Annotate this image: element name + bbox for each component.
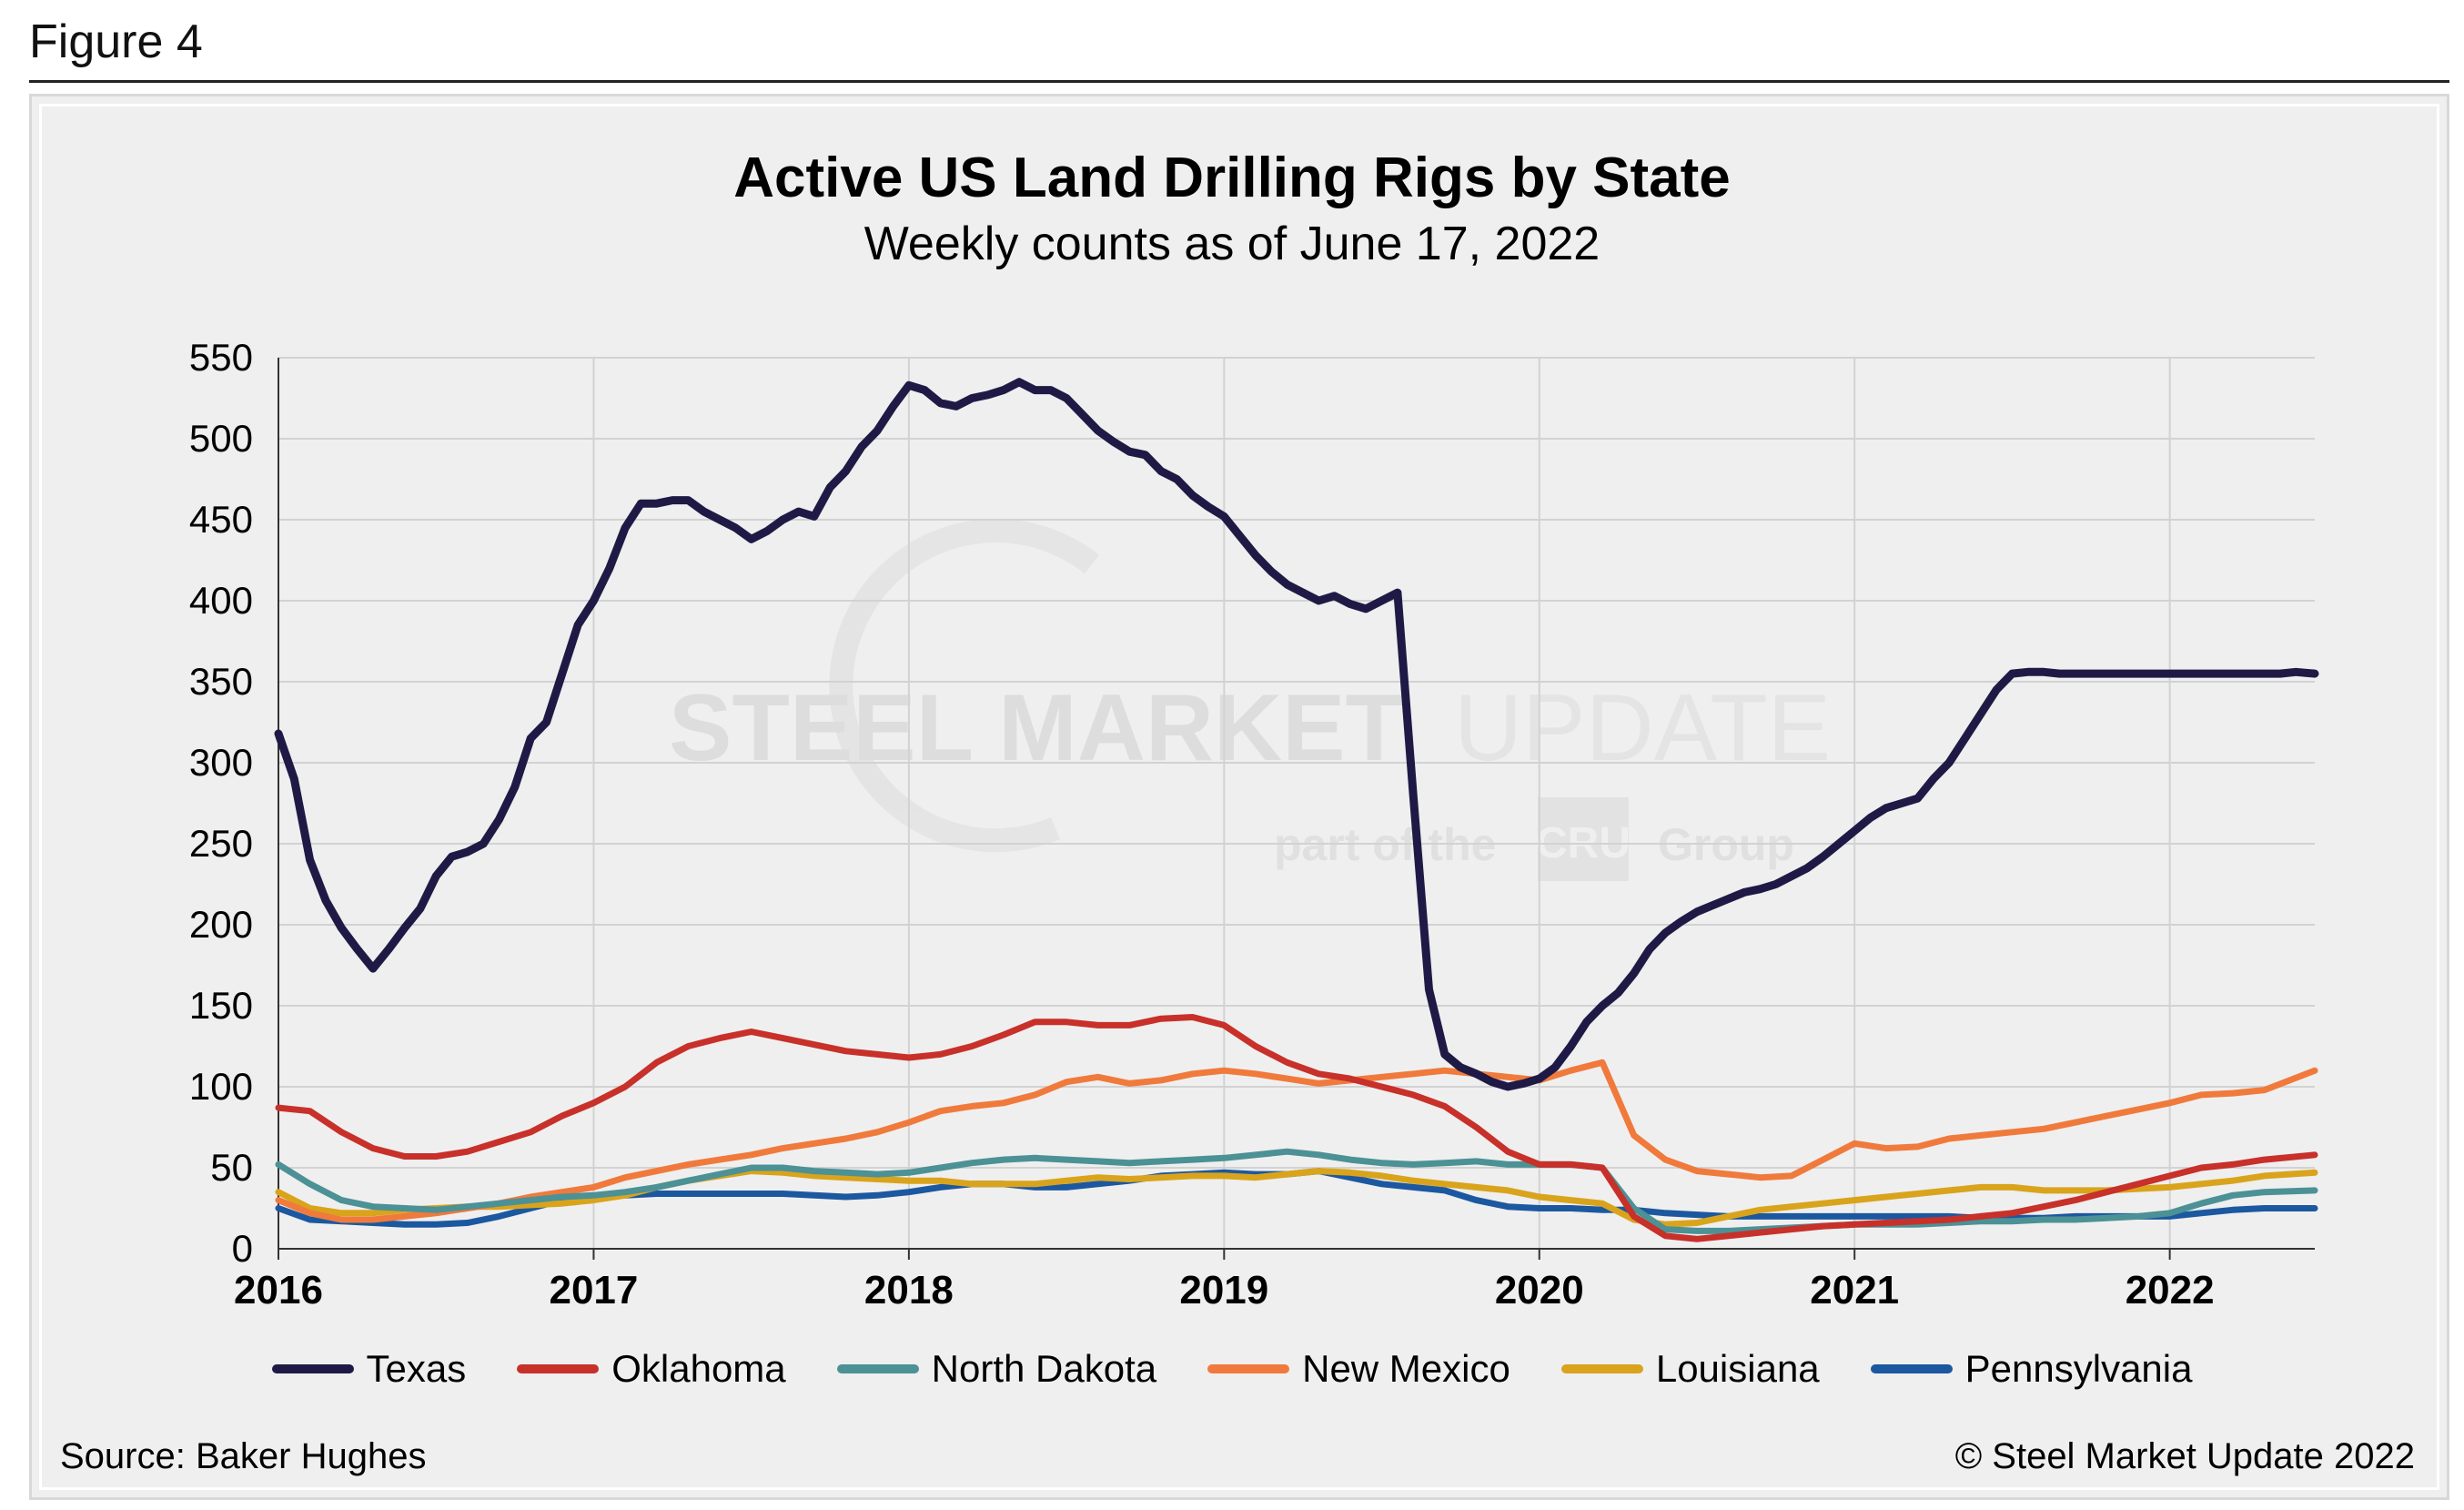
- series-line-new-mexico: [275, 1059, 2318, 1223]
- legend-swatch-pennsylvania: [1870, 1364, 1953, 1373]
- legend-label-pennsylvania: Pennsylvania: [1964, 1347, 2193, 1390]
- legend-item-new-mexico: New Mexico: [1207, 1347, 1510, 1391]
- legend-label-north-dakota: North Dakota: [931, 1347, 1157, 1390]
- legend-item-north-dakota: North Dakota: [836, 1347, 1157, 1391]
- legend-label-oklahoma: Oklahoma: [611, 1347, 786, 1390]
- legend-item-oklahoma: Oklahoma: [517, 1347, 786, 1391]
- legend-swatch-north-dakota: [836, 1364, 919, 1373]
- figure-divider: [29, 80, 2449, 83]
- y-tick-label: 550: [189, 336, 253, 379]
- legend-item-louisiana: Louisiana: [1560, 1347, 1820, 1391]
- legend-item-texas: Texas: [271, 1347, 467, 1391]
- watermark-cru-box: [1538, 797, 1629, 881]
- legend-label-new-mexico: New Mexico: [1302, 1347, 1510, 1390]
- y-tick-label: 200: [189, 903, 253, 946]
- y-tick-label: 450: [189, 498, 253, 541]
- figure-label: Figure 4: [29, 15, 203, 68]
- x-tick-label: 2017: [549, 1268, 638, 1312]
- y-tick-label: 100: [189, 1065, 253, 1108]
- y-tick-label: 0: [232, 1227, 253, 1270]
- x-tick-label: 2020: [1495, 1268, 1584, 1312]
- y-tick-label: 50: [210, 1146, 253, 1189]
- x-tick-label: 2016: [234, 1268, 323, 1312]
- x-tick-label: 2019: [1179, 1268, 1268, 1312]
- copyright-note: © Steel Market Update 2022: [1954, 1436, 2415, 1476]
- y-tick-label: 350: [189, 660, 253, 703]
- y-tick-label: 500: [189, 417, 253, 460]
- legend-label-texas: Texas: [366, 1347, 467, 1390]
- chart-panel: [29, 94, 2449, 1500]
- legend-label-louisiana: Louisiana: [1655, 1347, 1820, 1390]
- legend-swatch-louisiana: [1560, 1364, 1643, 1373]
- y-tick-label: 250: [189, 822, 253, 865]
- chart-legend: Texas Oklahoma North Dakota New Mexico Louis…: [0, 1347, 2464, 1391]
- series-line-north-dakota: [275, 1148, 2318, 1234]
- source-note: Source: Baker Hughes: [60, 1436, 427, 1476]
- series-line-texas: [274, 378, 2319, 1091]
- series-line-louisiana: [275, 1168, 2318, 1228]
- legend-swatch-texas: [271, 1364, 354, 1373]
- y-tick-label: 300: [189, 741, 253, 784]
- legend-swatch-new-mexico: [1207, 1364, 1290, 1373]
- chart-title: Active US Land Drilling Rigs by State: [733, 147, 1731, 209]
- chart-subtitle: Weekly counts as of June 17, 2022: [863, 218, 1601, 270]
- chart-panel-inner: [39, 104, 2439, 1490]
- x-tick-label: 2018: [864, 1268, 954, 1312]
- x-tick-label: 2021: [1810, 1268, 1899, 1312]
- x-tick-label: 2022: [2126, 1268, 2215, 1312]
- y-tick-label: 400: [189, 579, 253, 622]
- legend-item-pennsylvania: Pennsylvania: [1870, 1347, 2193, 1391]
- series-line-oklahoma: [275, 1014, 2318, 1242]
- legend-swatch-oklahoma: [517, 1364, 600, 1373]
- y-tick-label: 150: [189, 984, 253, 1027]
